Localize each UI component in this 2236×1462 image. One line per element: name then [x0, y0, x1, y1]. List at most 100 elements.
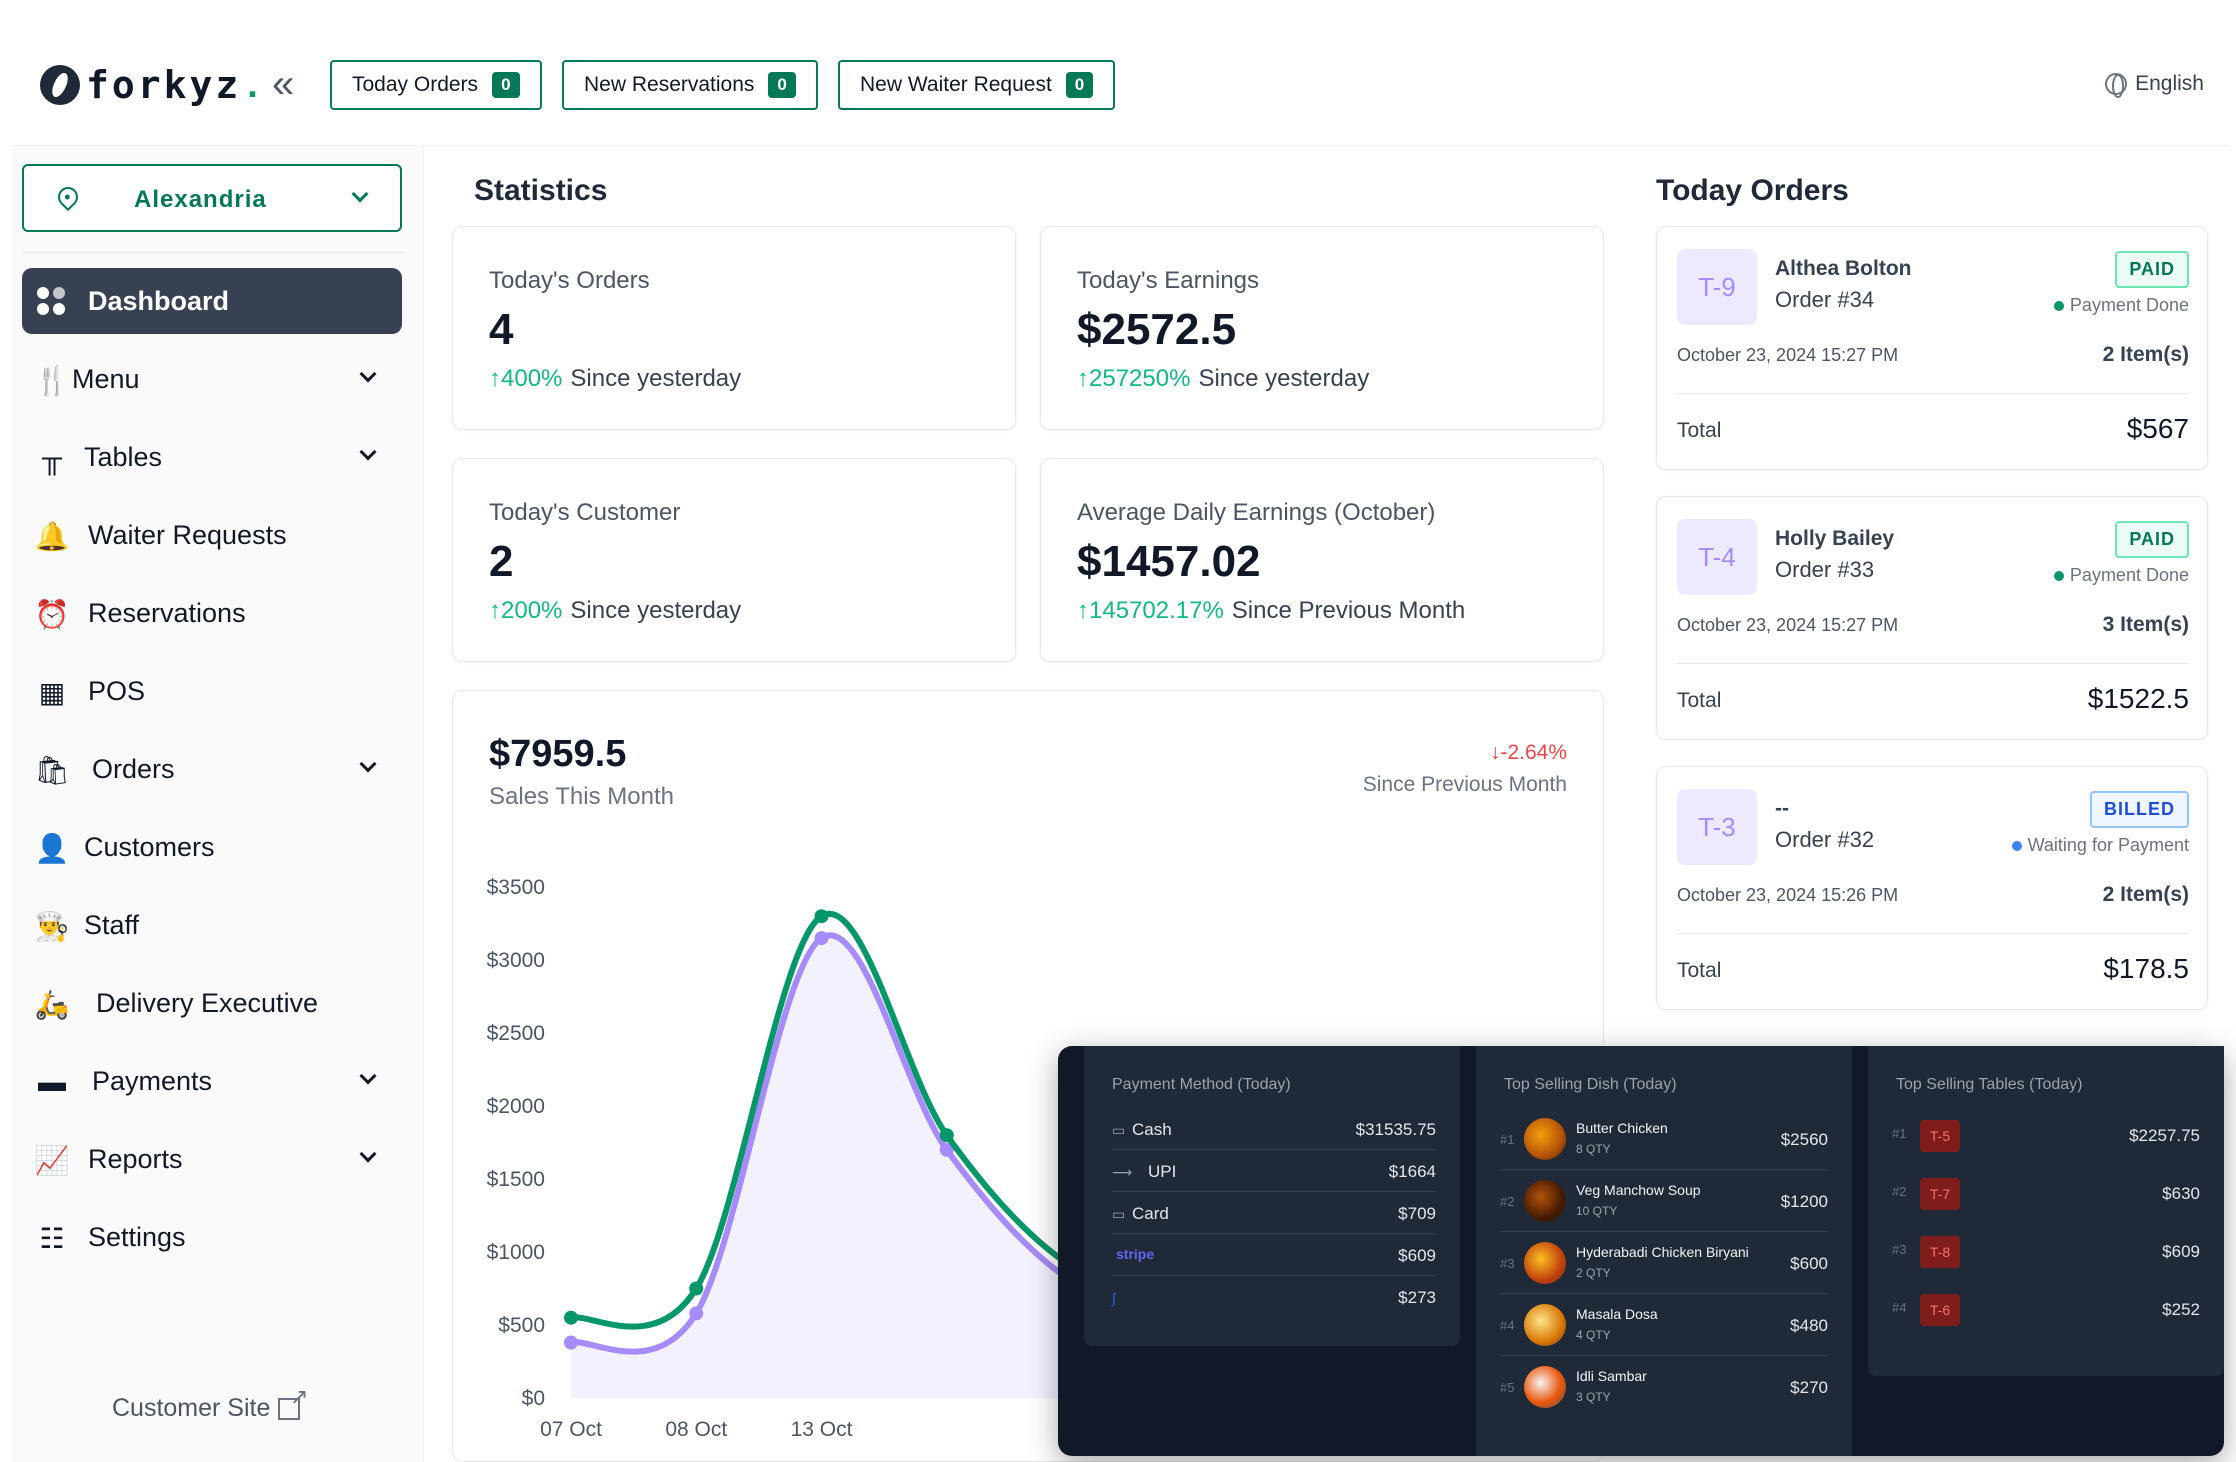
collapse-sidebar-icon[interactable]: «	[272, 62, 295, 106]
top-selling-dish-panel: Top Selling Dish (Today) #1 Butter Chick…	[1476, 1046, 1852, 1456]
today-orders-button[interactable]: Today Orders 0	[330, 60, 542, 110]
stat-change: ↑145702.17% Since Previous Month	[1077, 597, 1465, 625]
stat-value: $1457.02	[1077, 537, 1261, 586]
data-point	[689, 1306, 704, 1321]
table-badge: T-3	[1677, 789, 1757, 865]
scooter-icon: 🛵	[34, 988, 70, 1020]
stat-change-note: Since yesterday	[1198, 365, 1370, 392]
stat-change-note: Since yesterday	[570, 365, 742, 392]
payment-method-title: Payment Method (Today)	[1112, 1076, 1291, 1093]
razorpay-icon: ∫	[1112, 1290, 1116, 1306]
order-total: $567	[2126, 413, 2189, 444]
chevron-down-icon	[359, 365, 377, 383]
sidebar-item-waiter-requests[interactable]: 🔔 Waiter Requests	[22, 502, 402, 568]
external-link-icon	[278, 1384, 308, 1420]
status-badge: BILLED	[2090, 791, 2189, 828]
sidebar-item-dashboard[interactable]: Dashboard	[22, 268, 402, 334]
top-bar: forkyz. « Today Orders 0 New Reservation…	[10, 40, 2230, 146]
stat-card-average-daily-earnings: Average Daily Earnings (October) $1457.0…	[1040, 458, 1604, 662]
customer-site-link[interactable]: Customer Site	[112, 1384, 308, 1423]
stat-label: Today's Earnings	[1077, 267, 1260, 294]
order-card[interactable]: T-4 Holly Bailey Order #33 PAID Payment …	[1656, 496, 2208, 740]
order-items-count: 3 Item(s)	[2102, 613, 2189, 636]
new-waiter-request-label: New Waiter Request	[860, 73, 1052, 96]
sidebar-item-label: Staff	[84, 910, 140, 940]
order-card[interactable]: T-3 -- Order #32 BILLED Waiting for Paym…	[1656, 766, 2208, 1010]
payment-row: ∫ $273	[1112, 1288, 1436, 1307]
order-total-label: Total	[1677, 959, 1722, 982]
dish-row: #4 Masala Dosa 4 QTY $480	[1500, 1294, 1828, 1356]
sidebar-item-label: Orders	[92, 754, 175, 784]
table-badge: T-6	[1920, 1294, 1960, 1326]
chevron-down-icon	[359, 1145, 377, 1163]
sidebar-item-settings[interactable]: ☷ Settings	[22, 1204, 402, 1270]
payment-row: stripe $609	[1112, 1234, 1436, 1276]
sidebar: Alexandria Dashboard 🍴 Menu ╥ Tables 🔔 W…	[12, 146, 424, 1462]
chevron-down-icon	[359, 755, 377, 773]
sidebar-item-tables[interactable]: ╥ Tables	[22, 424, 402, 490]
sidebar-item-menu[interactable]: 🍴 Menu	[22, 346, 402, 412]
sidebar-item-customers[interactable]: 👤 Customers	[22, 814, 402, 880]
stat-change-pct: ↑400%	[489, 365, 563, 392]
card-icon: ▭	[1112, 1206, 1126, 1222]
sliders-icon: ☷	[39, 1222, 65, 1254]
branch-selector[interactable]: Alexandria	[22, 164, 402, 232]
order-divider	[1677, 663, 2189, 664]
order-card[interactable]: T-9 Althea Bolton Order #34 PAID Payment…	[1656, 226, 2208, 470]
globe-icon	[2105, 73, 2128, 98]
new-reservations-button[interactable]: New Reservations 0	[562, 60, 818, 110]
status-badge: PAID	[2115, 251, 2189, 288]
table-badge: T-8	[1920, 1236, 1960, 1268]
branch-name: Alexandria	[134, 186, 267, 213]
sidebar-item-label: POS	[88, 676, 146, 706]
stat-label: Today's Orders	[489, 267, 650, 294]
sidebar-item-reservations[interactable]: ⏰ Reservations	[22, 580, 402, 646]
stat-change: ↑200% Since yesterday	[489, 597, 741, 625]
sales-delta: ↓-2.64%	[1489, 741, 1567, 764]
today-orders-label: Today Orders	[352, 73, 479, 96]
new-reservations-label: New Reservations	[584, 73, 755, 96]
sidebar-item-reports[interactable]: 📈 Reports	[22, 1126, 402, 1192]
x-tick-label: 13 Oct	[791, 1418, 853, 1441]
stat-change: ↑400% Since yesterday	[489, 365, 741, 393]
stat-change: ↑257250% Since yesterday	[1077, 365, 1369, 393]
x-tick-label: 07 Oct	[540, 1418, 602, 1441]
y-tick-label: $2000	[487, 1095, 545, 1118]
brand-logo[interactable]: forkyz.	[40, 60, 258, 110]
sidebar-item-label: Delivery Executive	[96, 988, 319, 1018]
brand-name: forkyz	[86, 63, 242, 107]
sales-subtitle: Sales This Month	[489, 783, 674, 810]
sidebar-item-orders[interactable]: 🛍 Orders	[22, 736, 402, 802]
order-total-label: Total	[1677, 419, 1722, 442]
order-items-count: 2 Item(s)	[2102, 883, 2189, 906]
table-row: #2 T-7 $630	[1892, 1166, 2200, 1224]
sidebar-item-label: Dashboard	[88, 286, 230, 316]
stat-label: Average Daily Earnings (October)	[1077, 499, 1436, 526]
sidebar-item-label: Reports	[88, 1144, 183, 1174]
logo-mark-icon	[40, 65, 80, 105]
new-waiter-request-button[interactable]: New Waiter Request 0	[838, 60, 1116, 110]
chef-icon: 👨‍🍳	[34, 910, 70, 942]
dish-row: #5 Idli Sambar 3 QTY $270	[1500, 1356, 1828, 1418]
order-number: Order #33	[1775, 557, 1875, 582]
language-selector[interactable]: English	[2105, 72, 2204, 98]
sidebar-item-payments[interactable]: ▬ Payments	[22, 1048, 402, 1114]
chevron-down-icon	[359, 1067, 377, 1085]
payment-row: ▭ Card $709	[1112, 1192, 1436, 1234]
dish-image	[1524, 1180, 1566, 1222]
stat-value: $2572.5	[1077, 305, 1237, 354]
y-tick-label: $3500	[487, 876, 545, 899]
sidebar-item-staff[interactable]: 👨‍🍳 Staff	[22, 892, 402, 958]
status-dot-icon	[2053, 570, 2064, 581]
sidebar-item-pos[interactable]: ▦ POS	[22, 658, 402, 724]
sidebar-item-delivery-executive[interactable]: 🛵 Delivery Executive	[22, 970, 402, 1036]
alarm-clock-icon: ⏰	[34, 598, 70, 630]
status-text: Payment Done	[2053, 565, 2189, 586]
top-tables-title: Top Selling Tables (Today)	[1896, 1076, 2083, 1093]
y-tick-label: $3000	[487, 949, 545, 972]
data-point	[814, 931, 829, 946]
table-badge: T-4	[1677, 519, 1757, 595]
dish-row: #3 Hyderabadi Chicken Biryani 2 QTY $600	[1500, 1232, 1828, 1294]
stat-value: 2	[489, 537, 514, 586]
table-row: #3 T-8 $609	[1892, 1224, 2200, 1282]
